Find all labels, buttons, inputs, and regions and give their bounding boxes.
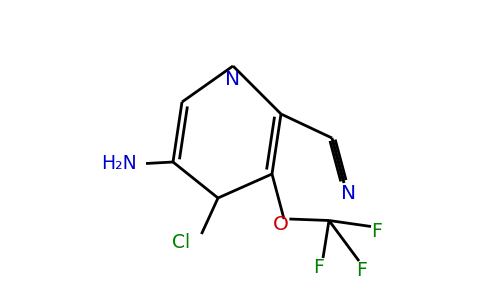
Text: N: N [226,70,241,89]
Text: F: F [356,261,367,280]
Text: F: F [372,222,382,241]
Text: O: O [272,215,288,234]
Text: F: F [313,258,324,277]
Text: Cl: Cl [172,233,191,252]
Text: N: N [341,184,356,203]
Text: H₂N: H₂N [101,154,137,173]
